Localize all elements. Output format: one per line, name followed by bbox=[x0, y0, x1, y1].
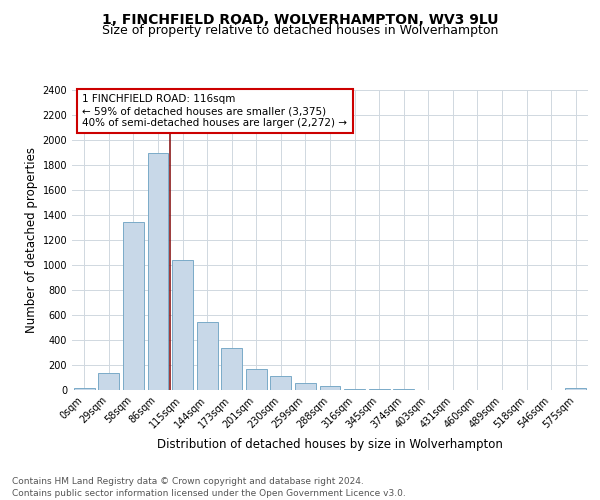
Y-axis label: Number of detached properties: Number of detached properties bbox=[25, 147, 38, 333]
Text: Size of property relative to detached houses in Wolverhampton: Size of property relative to detached ho… bbox=[102, 24, 498, 37]
Bar bbox=[197, 322, 218, 390]
Bar bbox=[221, 348, 242, 390]
Bar bbox=[74, 388, 95, 390]
Bar bbox=[320, 386, 340, 390]
Bar bbox=[148, 153, 169, 390]
Text: 1 FINCHFIELD ROAD: 116sqm
← 59% of detached houses are smaller (3,375)
40% of se: 1 FINCHFIELD ROAD: 116sqm ← 59% of detac… bbox=[82, 94, 347, 128]
Bar bbox=[98, 373, 119, 390]
Bar bbox=[295, 383, 316, 390]
Bar bbox=[172, 260, 193, 390]
X-axis label: Distribution of detached houses by size in Wolverhampton: Distribution of detached houses by size … bbox=[157, 438, 503, 451]
Text: Contains HM Land Registry data © Crown copyright and database right 2024.: Contains HM Land Registry data © Crown c… bbox=[12, 478, 364, 486]
Bar bbox=[123, 222, 144, 390]
Text: 1, FINCHFIELD ROAD, WOLVERHAMPTON, WV3 9LU: 1, FINCHFIELD ROAD, WOLVERHAMPTON, WV3 9… bbox=[102, 12, 498, 26]
Bar bbox=[246, 369, 267, 390]
Bar bbox=[565, 388, 586, 390]
Bar bbox=[344, 389, 365, 390]
Bar bbox=[271, 376, 292, 390]
Text: Contains public sector information licensed under the Open Government Licence v3: Contains public sector information licen… bbox=[12, 489, 406, 498]
